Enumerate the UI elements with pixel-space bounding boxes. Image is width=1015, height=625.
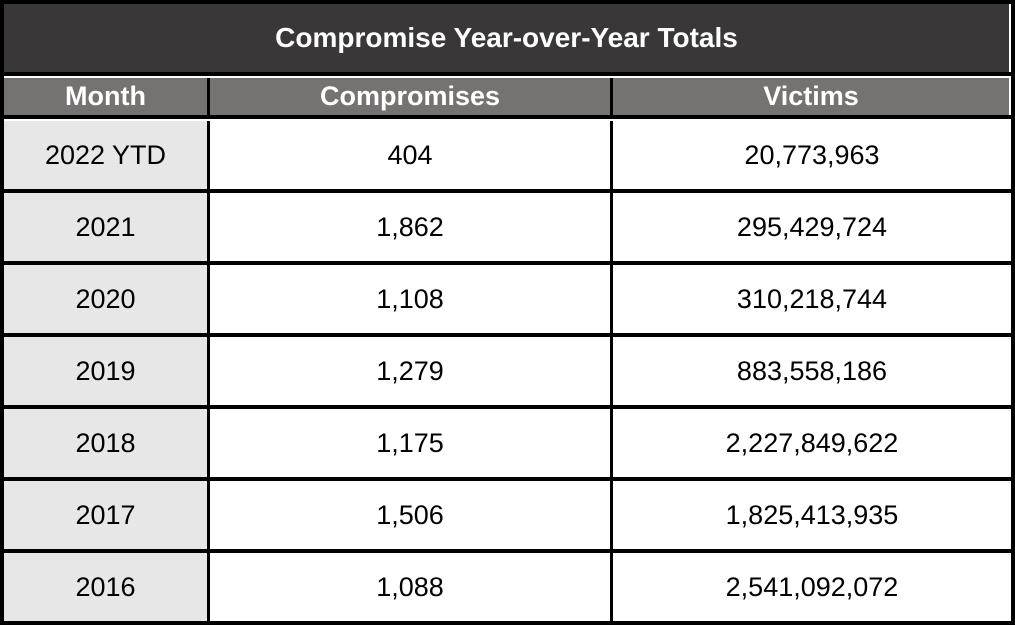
column-divider bbox=[207, 337, 210, 405]
column-divider bbox=[610, 409, 613, 477]
header-row: Month Compromises Victims bbox=[4, 78, 1011, 115]
month-cell: 2018 bbox=[4, 409, 207, 477]
column-header-month: Month bbox=[4, 78, 207, 115]
column-divider bbox=[610, 265, 613, 333]
table-row-2018: 2018 1,175 2,227,849,622 bbox=[4, 409, 1011, 477]
column-divider bbox=[610, 337, 613, 405]
divider-gap bbox=[4, 119, 1011, 121]
month-cell: 2017 bbox=[4, 481, 207, 549]
month-cell: 2020 bbox=[4, 265, 207, 333]
row-divider bbox=[4, 477, 1011, 481]
table-title: Compromise Year-over-Year Totals bbox=[4, 4, 1011, 72]
column-divider bbox=[207, 409, 210, 477]
row-divider bbox=[4, 549, 1011, 553]
column-divider bbox=[610, 78, 613, 115]
compromises-cell: 404 bbox=[210, 121, 610, 189]
column-divider bbox=[207, 121, 210, 189]
column-divider bbox=[207, 78, 210, 115]
victims-cell: 2,227,849,622 bbox=[613, 409, 1011, 477]
victims-cell: 310,218,744 bbox=[613, 265, 1011, 333]
divider-gap bbox=[4, 76, 1011, 78]
victims-cell: 2,541,092,072 bbox=[613, 553, 1011, 621]
compromises-cell: 1,175 bbox=[210, 409, 610, 477]
column-divider bbox=[207, 481, 210, 549]
column-divider bbox=[610, 553, 613, 621]
victims-cell: 1,825,413,935 bbox=[613, 481, 1011, 549]
column-divider bbox=[610, 121, 613, 189]
divider bbox=[4, 115, 1011, 119]
victims-cell: 295,429,724 bbox=[613, 193, 1011, 261]
table-row-2022-ytd: 2022 YTD 404 20,773,963 bbox=[4, 121, 1011, 189]
table-row-2021: 2021 1,862 295,429,724 bbox=[4, 193, 1011, 261]
compromises-cell: 1,862 bbox=[210, 193, 610, 261]
table-row-2019: 2019 1,279 883,558,186 bbox=[4, 337, 1011, 405]
table-row-2017: 2017 1,506 1,825,413,935 bbox=[4, 481, 1011, 549]
compromises-cell: 1,108 bbox=[210, 265, 610, 333]
compromises-cell: 1,088 bbox=[210, 553, 610, 621]
column-header-victims: Victims bbox=[613, 78, 1011, 115]
column-divider bbox=[207, 265, 210, 333]
month-cell: 2019 bbox=[4, 337, 207, 405]
row-divider bbox=[4, 333, 1011, 337]
row-divider bbox=[4, 261, 1011, 265]
victims-cell: 883,558,186 bbox=[613, 337, 1011, 405]
column-divider bbox=[610, 481, 613, 549]
compromises-cell: 1,279 bbox=[210, 337, 610, 405]
row-divider bbox=[4, 405, 1011, 409]
row-divider bbox=[4, 189, 1011, 193]
column-divider bbox=[610, 193, 613, 261]
column-divider bbox=[207, 193, 210, 261]
month-cell: 2016 bbox=[4, 553, 207, 621]
divider bbox=[4, 72, 1011, 76]
month-cell: 2021 bbox=[4, 193, 207, 261]
table-row-2020: 2020 1,108 310,218,744 bbox=[4, 265, 1011, 333]
column-header-compromises: Compromises bbox=[210, 78, 610, 115]
compromises-cell: 1,506 bbox=[210, 481, 610, 549]
column-divider bbox=[207, 553, 210, 621]
table-row-2016: 2016 1,088 2,541,092,072 bbox=[4, 553, 1011, 621]
victims-cell: 20,773,963 bbox=[613, 121, 1011, 189]
month-cell: 2022 YTD bbox=[4, 121, 207, 189]
